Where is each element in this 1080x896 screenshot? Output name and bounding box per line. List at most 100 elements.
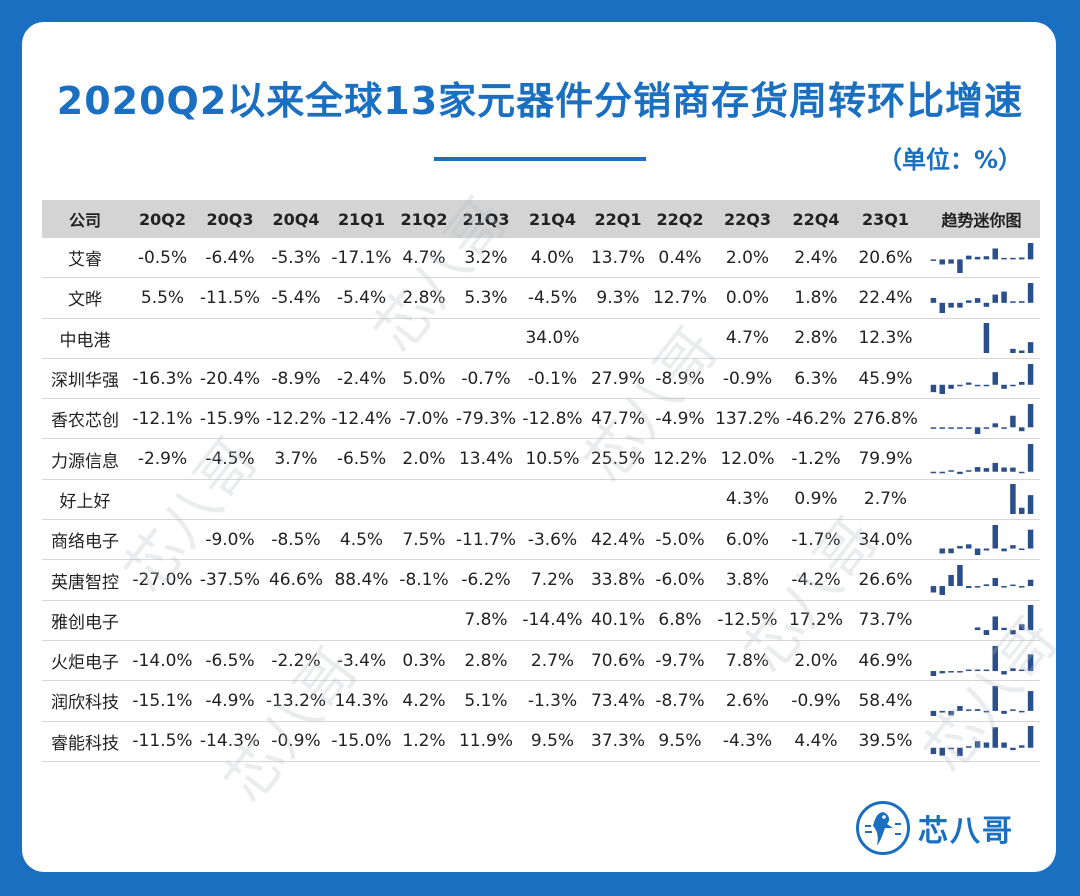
sparkline-bar bbox=[1018, 548, 1024, 550]
sparkline-bar bbox=[1009, 747, 1016, 751]
sparkline-bar bbox=[947, 259, 954, 264]
sparkline-bar bbox=[992, 578, 998, 587]
sparkline-bar bbox=[1018, 301, 1024, 303]
column-header-quarter: 20Q4 bbox=[263, 200, 329, 238]
sparkline-bar bbox=[956, 259, 963, 273]
value-cell: 9.3% bbox=[587, 277, 649, 319]
value-cell: 5.3% bbox=[454, 277, 518, 319]
value-cell: 7.2% bbox=[518, 559, 587, 601]
sparkline-bar bbox=[992, 616, 998, 631]
sparkline-bar bbox=[956, 670, 963, 673]
sparkline-bar bbox=[1018, 669, 1024, 671]
sparkline-bar bbox=[1009, 384, 1016, 386]
sparkline-bar bbox=[930, 670, 936, 676]
value-cell: -15.0% bbox=[329, 721, 394, 762]
value-cell: -12.4% bbox=[329, 398, 394, 440]
sparkline-bar bbox=[1027, 690, 1033, 711]
sparkline-bar bbox=[965, 255, 971, 260]
value-cell: 6.8% bbox=[649, 600, 711, 641]
sparkline-bar bbox=[965, 746, 971, 748]
sparkline-cell bbox=[923, 640, 1040, 682]
value-cell: -0.1% bbox=[518, 358, 587, 400]
value-cell: -7.0% bbox=[394, 398, 454, 440]
value-cell: -5.3% bbox=[263, 238, 329, 279]
sparkline-bar bbox=[983, 384, 989, 386]
value-cell: -4.5% bbox=[197, 438, 263, 480]
table-row: 好上好 4.3% 0.9% 2.7% bbox=[42, 479, 1040, 521]
value-cell: -3.4% bbox=[329, 640, 394, 682]
value-cell: 34.0% bbox=[848, 519, 923, 561]
value-cell: 13.4% bbox=[454, 438, 518, 480]
sparkline-bar bbox=[939, 471, 945, 474]
value-cell: 22.4% bbox=[848, 277, 923, 319]
value-cell: -11.7% bbox=[454, 519, 518, 561]
value-cell: -14.0% bbox=[128, 640, 197, 682]
value-cell: -12.8% bbox=[518, 398, 587, 440]
sparkline-bar bbox=[1009, 301, 1016, 303]
value-cell: -2.4% bbox=[329, 358, 394, 400]
value-cell bbox=[587, 479, 649, 521]
value-cell bbox=[128, 318, 197, 359]
sparkline-bar bbox=[965, 470, 971, 472]
value-cell: 26.6% bbox=[848, 559, 923, 601]
sparkline-bar bbox=[1000, 467, 1007, 472]
sparkline-bar bbox=[1018, 508, 1024, 515]
value-cell: 1.2% bbox=[394, 721, 454, 762]
company-name: 艾睿 bbox=[42, 238, 128, 279]
sparkline-bar bbox=[1027, 444, 1033, 472]
sparkline-bar bbox=[939, 302, 945, 313]
sparkline bbox=[1009, 484, 1033, 515]
sparkline bbox=[974, 605, 1033, 636]
value-cell: 27.9% bbox=[587, 358, 649, 400]
value-cell bbox=[518, 479, 587, 521]
value-cell bbox=[394, 318, 454, 359]
value-cell: -37.5% bbox=[197, 559, 263, 601]
value-cell bbox=[649, 318, 711, 359]
sparkline-bar bbox=[974, 669, 980, 671]
value-cell: -5.4% bbox=[329, 277, 394, 319]
sparkline-cell bbox=[923, 559, 1040, 601]
sparkline-bar bbox=[939, 259, 945, 265]
value-cell: 10.5% bbox=[518, 438, 587, 480]
column-header-quarter: 21Q3 bbox=[454, 200, 518, 238]
sparkline-bar bbox=[1027, 403, 1033, 428]
value-cell: -8.9% bbox=[263, 358, 329, 400]
sparkline-bar bbox=[974, 256, 980, 260]
table-row: 英唐智控 -27.0% -37.5% 46.6% 88.4% -8.1% -6.2% 7.2%… bbox=[42, 559, 1040, 601]
value-cell: 3.8% bbox=[711, 559, 784, 601]
sparkline-bar bbox=[974, 384, 980, 386]
value-cell: -8.5% bbox=[263, 519, 329, 561]
value-cell: 40.1% bbox=[587, 600, 649, 641]
sparkline-bar bbox=[1009, 667, 1016, 671]
title-underline bbox=[434, 157, 646, 161]
value-cell: -11.5% bbox=[197, 277, 263, 319]
value-cell: 276.8% bbox=[848, 398, 923, 440]
value-cell: 12.2% bbox=[649, 438, 711, 480]
sparkline-bar bbox=[1000, 628, 1007, 631]
sparkline-bar bbox=[956, 705, 963, 711]
value-cell: -8.9% bbox=[649, 358, 711, 400]
value-cell: 46.6% bbox=[263, 559, 329, 601]
sparkline-bar bbox=[947, 384, 954, 389]
value-cell: -14.3% bbox=[197, 721, 263, 762]
sparkline-bar bbox=[1009, 709, 1016, 711]
sparkline-cell bbox=[923, 680, 1040, 722]
value-cell bbox=[197, 600, 263, 641]
company-name: 润欣科技 bbox=[42, 680, 128, 722]
value-cell: 4.7% bbox=[711, 318, 784, 359]
column-header-quarter: 23Q1 bbox=[848, 200, 923, 238]
value-cell: -1.2% bbox=[784, 438, 848, 480]
sparkline-cell bbox=[923, 721, 1040, 762]
column-header-quarter: 21Q4 bbox=[518, 200, 587, 238]
value-cell: 2.4% bbox=[784, 238, 848, 279]
sparkline-bar bbox=[930, 747, 936, 755]
sparkline-bar bbox=[983, 710, 989, 713]
sparkline-bar bbox=[939, 710, 945, 713]
sparkline-bar bbox=[992, 294, 998, 303]
value-cell: -0.5% bbox=[128, 238, 197, 279]
value-cell: -6.4% bbox=[197, 238, 263, 279]
value-cell: 4.0% bbox=[518, 238, 587, 279]
value-cell: 5.5% bbox=[128, 277, 197, 319]
sparkline-bar bbox=[1018, 350, 1024, 354]
sparkline-bar bbox=[983, 323, 989, 354]
